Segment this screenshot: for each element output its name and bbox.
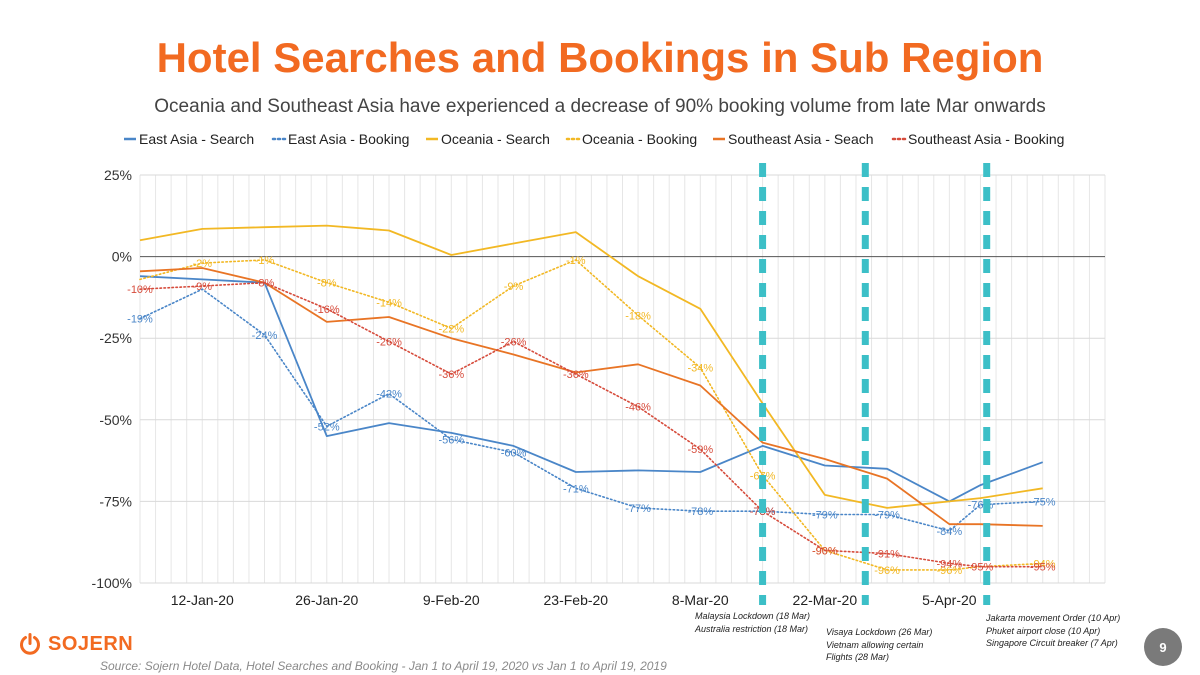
y-tick-label: -25% <box>99 330 132 346</box>
data-label: -59% <box>687 444 713 456</box>
data-label: -1% <box>255 255 275 267</box>
data-label: -19% <box>127 314 153 326</box>
data-label: -16% <box>314 304 340 316</box>
annotation-line: Jakarta movement Order (10 Apr) <box>986 613 1121 623</box>
x-tick-label: 5-Apr-20 <box>922 592 977 608</box>
data-label: -52% <box>314 421 340 433</box>
source-note: Source: Sojern Hotel Data, Hotel Searche… <box>100 659 667 673</box>
data-label: -79% <box>874 509 900 521</box>
y-tick-label: 25% <box>104 167 132 183</box>
data-label: -46% <box>625 402 651 414</box>
annotation-visaya: Visaya Lockdown (26 Mar) Vietnam allowin… <box>826 626 932 664</box>
data-label: -94% <box>937 558 963 570</box>
data-label: -95% <box>1030 562 1056 574</box>
data-label: -84% <box>937 526 963 538</box>
data-label: -96% <box>874 565 900 577</box>
data-label: -24% <box>252 330 278 342</box>
data-label: -34% <box>687 363 713 375</box>
x-tick-label: 12-Jan-20 <box>171 592 234 608</box>
legend-label: Southeast Asia - Booking <box>908 131 1064 147</box>
x-tick-label: 23-Feb-20 <box>544 592 609 608</box>
data-label: -1% <box>566 255 586 267</box>
series-line <box>139 224 1043 509</box>
data-label: -78% <box>687 506 713 518</box>
data-label: -36% <box>438 369 464 381</box>
annotation-line: Malaysia Lockdown (18 Mar) <box>695 611 811 621</box>
data-label: -96% <box>937 565 963 577</box>
data-label: -79% <box>812 509 838 521</box>
data-label: -26% <box>501 336 527 348</box>
annotation-line: Australia restriction (18 Mar) <box>695 623 809 634</box>
data-label: -8% <box>317 278 337 290</box>
y-tick-label: -75% <box>99 493 132 509</box>
data-label: -22% <box>438 323 464 335</box>
x-tick-label: 8-Mar-20 <box>672 592 729 608</box>
x-tick-label: 26-Jan-20 <box>295 592 358 608</box>
series-line <box>139 275 1044 503</box>
annotation-line: Visaya Lockdown (26 Mar) <box>826 627 933 637</box>
annotation-line: Vietnam allowing certain <box>826 639 924 650</box>
data-label: -9% <box>504 281 524 293</box>
legend-label: East Asia - Search <box>139 131 254 147</box>
series-line <box>139 267 1043 527</box>
annotation-malaysia: Malaysia Lockdown (18 Mar) Australia res… <box>695 610 810 635</box>
data-label: -90% <box>812 545 838 557</box>
annotation-line: Flights (28 Mar) <box>826 652 890 662</box>
logo-text: SOJERN <box>48 632 134 655</box>
data-label: -14% <box>376 297 402 309</box>
slide-title: Hotel Searches and Bookings in Sub Regio… <box>156 34 1044 81</box>
data-label: -77% <box>625 503 651 515</box>
data-label: -60% <box>501 447 527 459</box>
data-label: -91% <box>874 549 900 561</box>
data-label: -90% <box>812 545 838 557</box>
data-label: -71% <box>563 483 589 495</box>
y-tick-label: -100% <box>92 575 132 591</box>
data-label: -10% <box>127 284 153 296</box>
annotation-jakarta: Jakarta movement Order (10 Apr) Phuket a… <box>986 612 1120 650</box>
data-label: -18% <box>625 310 651 322</box>
legend-label: East Asia - Booking <box>288 131 409 147</box>
page-number: 9 <box>1144 628 1182 666</box>
data-label: -2% <box>192 258 212 270</box>
legend-label: Oceania - Booking <box>582 131 697 147</box>
power-icon <box>20 633 40 655</box>
annotation-line: Phuket airport close (10 Apr) <box>986 625 1101 636</box>
series-line <box>139 281 1044 568</box>
data-label: -95% <box>968 562 994 574</box>
data-label: -9% <box>192 281 212 293</box>
series-line <box>139 259 1044 571</box>
slide-subtitle: Oceania and Southeast Asia have experien… <box>154 96 1046 117</box>
data-label: -56% <box>438 434 464 446</box>
annotation-line: Singapore Circuit breaker (7 Apr) <box>986 638 1118 648</box>
x-tick-label: 9-Feb-20 <box>423 592 480 608</box>
data-label: -36% <box>563 369 589 381</box>
data-label: -75% <box>1030 496 1056 508</box>
sojern-logo: SOJERN <box>18 632 133 656</box>
data-label: -26% <box>376 336 402 348</box>
series-line <box>139 288 1044 532</box>
x-tick-label: 22-Mar-20 <box>793 592 858 608</box>
legend-label: Oceania - Search <box>441 131 550 147</box>
data-label: -8% <box>255 278 275 290</box>
legend-label: Southeast Asia - Seach <box>728 131 874 147</box>
y-tick-label: 0% <box>112 249 132 265</box>
data-label: -94% <box>1030 558 1056 570</box>
data-label: -42% <box>376 389 402 401</box>
y-tick-label: -50% <box>99 412 132 428</box>
